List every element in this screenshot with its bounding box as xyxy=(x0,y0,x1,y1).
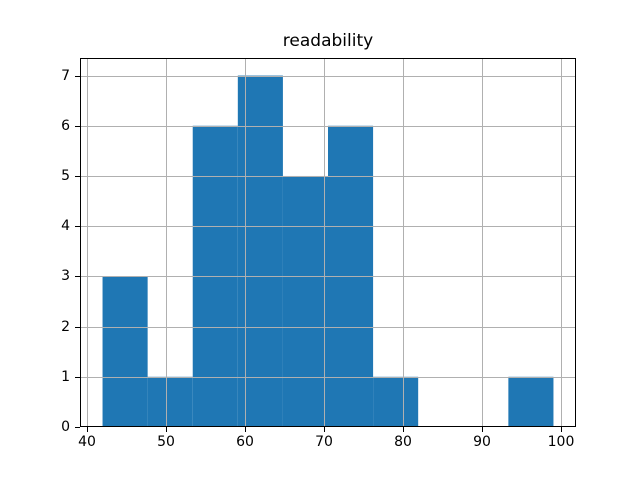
y-tick-label: 0 xyxy=(61,419,70,435)
y-tick-label: 7 xyxy=(61,68,70,84)
y-tick-label: 3 xyxy=(61,268,70,284)
x-tick xyxy=(87,427,88,432)
histogram-bar xyxy=(237,75,283,427)
axes-spines xyxy=(80,58,576,427)
y-tick-label: 4 xyxy=(61,218,70,234)
y-tick-label: 6 xyxy=(61,118,70,134)
x-tick-label: 40 xyxy=(78,434,96,450)
chart-title: readability xyxy=(282,31,374,51)
x-tick-label: 70 xyxy=(315,434,333,450)
x-tick xyxy=(324,427,325,432)
histogram-bar xyxy=(282,175,328,427)
y-tick-label: 5 xyxy=(61,168,70,184)
histogram-bar xyxy=(508,376,554,427)
x-tick xyxy=(403,427,404,432)
x-tick-label: 50 xyxy=(157,434,175,450)
x-tick xyxy=(245,427,246,432)
x-tick-label: 80 xyxy=(394,434,412,450)
x-tick-label: 60 xyxy=(236,434,254,450)
x-tick xyxy=(482,427,483,432)
histogram-bar xyxy=(102,276,148,427)
y-tick xyxy=(75,327,80,328)
y-tick xyxy=(75,226,80,227)
y-tick xyxy=(75,176,80,177)
y-tick-label: 2 xyxy=(61,319,70,335)
x-tick-label: 100 xyxy=(547,434,575,450)
y-tick-label: 1 xyxy=(61,369,70,385)
histogram-bar xyxy=(373,376,419,427)
y-tick xyxy=(75,126,80,127)
y-tick xyxy=(75,276,80,277)
y-tick xyxy=(75,427,80,428)
y-tick xyxy=(75,377,80,378)
x-tick xyxy=(561,427,562,432)
y-tick xyxy=(75,76,80,77)
x-tick-label: 90 xyxy=(473,434,491,450)
plot-area xyxy=(80,58,576,427)
x-tick xyxy=(166,427,167,432)
histogram-bar xyxy=(147,376,193,427)
histogram-canvas xyxy=(80,58,576,427)
